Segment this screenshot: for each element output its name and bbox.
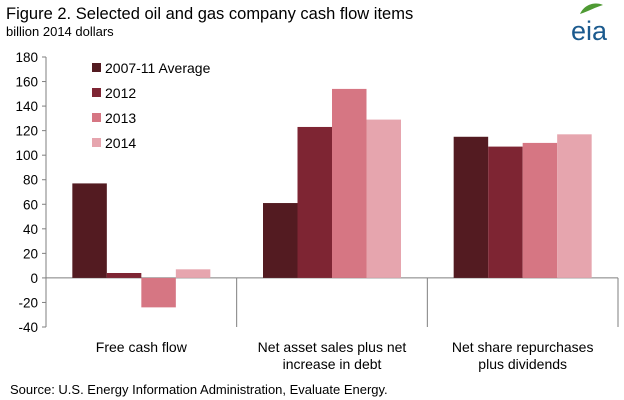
bar — [106, 273, 142, 278]
leaf-icon — [580, 3, 603, 14]
eia-logo: eia — [571, 3, 608, 46]
bar — [297, 126, 332, 278]
legend-label: 2014 — [105, 135, 136, 151]
bar — [263, 203, 298, 278]
x-category-label: Net asset sales plus net — [258, 339, 407, 355]
legend-swatch — [92, 113, 101, 122]
bar — [175, 269, 211, 278]
bar — [453, 136, 489, 278]
bar — [72, 183, 107, 278]
legend-swatch — [92, 138, 101, 147]
y-tick-label: 100 — [15, 148, 38, 163]
bar — [488, 146, 523, 278]
y-tick-label: 160 — [15, 75, 38, 90]
y-tick-label: 0 — [30, 271, 38, 286]
bar — [557, 134, 592, 278]
x-category-label: Free cash flow — [96, 339, 188, 355]
y-tick-label: 40 — [23, 222, 38, 237]
chart-subtitle: billion 2014 dollars — [6, 24, 114, 39]
x-category-label: increase in debt — [283, 356, 382, 372]
legend-swatch — [92, 63, 101, 72]
y-tick-label: -40 — [18, 320, 38, 335]
bar — [366, 119, 401, 278]
y-tick-label: 20 — [23, 246, 38, 261]
bar — [141, 277, 176, 308]
y-tick-label: -20 — [18, 295, 38, 310]
bar — [522, 142, 558, 278]
plot-area: -40 -20 0 20 40 60 80 100 120 140 160 180 Free cash … — [15, 50, 619, 372]
legend-swatch — [92, 88, 101, 97]
source-note: Source: U.S. Energy Information Administ… — [10, 382, 388, 397]
x-category-label: Net share repurchases — [452, 339, 594, 355]
y-tick-label: 60 — [23, 197, 38, 212]
y-tick-label: 120 — [15, 124, 38, 139]
y-tick-label: 140 — [15, 99, 38, 114]
y-tick-label: 180 — [15, 50, 38, 65]
legend-label: 2012 — [105, 85, 136, 101]
legend-label: 2007-11 Average — [105, 60, 211, 76]
y-tick-label: 80 — [23, 173, 38, 188]
bar — [332, 88, 367, 278]
legend-label: 2013 — [105, 110, 136, 126]
x-category-label: plus dividends — [478, 356, 567, 372]
logo-text: eia — [571, 16, 608, 46]
chart-title: Figure 2. Selected oil and gas company c… — [6, 5, 413, 23]
